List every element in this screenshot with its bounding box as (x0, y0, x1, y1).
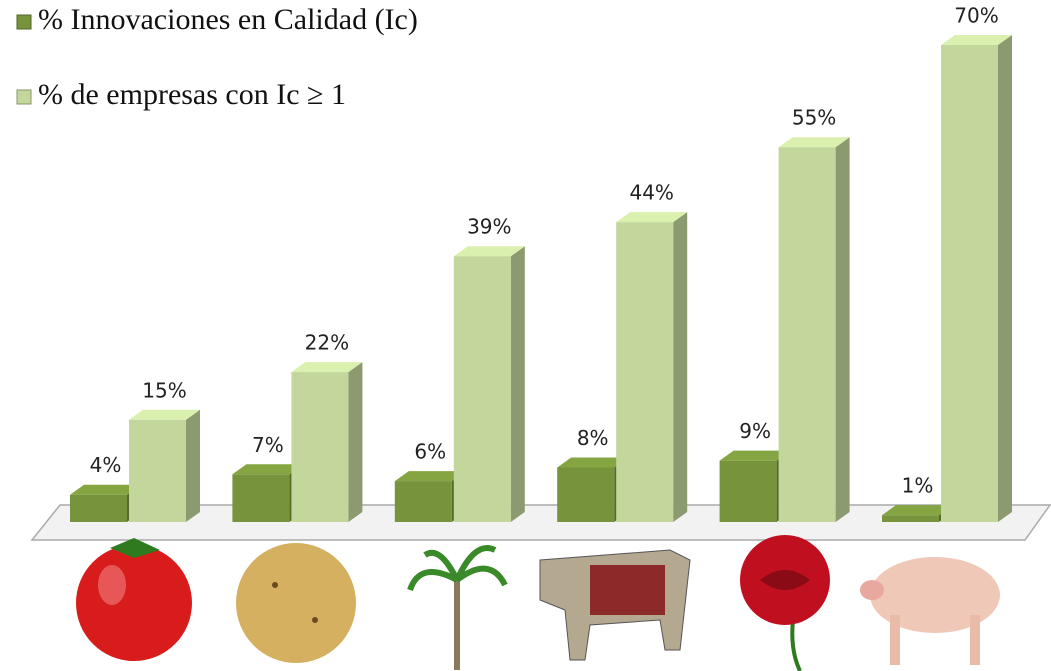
value-label: 4% (90, 453, 122, 477)
bar-side (348, 362, 363, 522)
potato-eye (272, 582, 278, 588)
bar (453, 256, 511, 522)
rose-petal (760, 570, 810, 590)
bar-top (70, 484, 141, 495)
bar (778, 147, 836, 522)
pig (870, 557, 1000, 633)
value-label: 1% (902, 474, 934, 498)
rose-stem (790, 619, 802, 671)
bar (882, 515, 939, 522)
bar (616, 222, 674, 522)
bar-side (186, 409, 200, 522)
value-label: 22% (305, 331, 349, 355)
value-label: 9% (739, 419, 771, 443)
bar-top (557, 457, 629, 468)
bar-side (835, 137, 850, 522)
bar-side (510, 246, 525, 522)
palm-leaves (407, 545, 508, 592)
potato (236, 543, 356, 663)
bar (719, 460, 777, 522)
tomato (76, 545, 192, 661)
bar-side (998, 35, 1012, 522)
value-label: 6% (414, 440, 446, 464)
tomato-shine (98, 565, 126, 605)
legend-swatch (16, 14, 32, 30)
pig-leg (970, 615, 980, 665)
value-label: 55% (792, 106, 836, 130)
bar (70, 494, 127, 522)
bar (394, 481, 452, 522)
bar-top (453, 246, 525, 257)
bar (129, 419, 186, 522)
bar-top (778, 137, 850, 148)
legend-label: % Innovaciones en Calidad (Ic) (38, 3, 418, 36)
value-label: 39% (467, 215, 511, 239)
cow-cuts (590, 565, 665, 615)
bar (557, 467, 615, 522)
value-label: 70% (954, 4, 998, 28)
bar-top (882, 505, 953, 516)
bar (232, 474, 290, 522)
value-label: 15% (142, 378, 186, 402)
bar-top (719, 450, 791, 461)
bar-top (291, 362, 363, 373)
legend-label: % de empresas con Ic ≥ 1 (38, 78, 346, 111)
bar-top (129, 409, 200, 420)
bar-top (616, 212, 688, 223)
pig-leg (890, 615, 900, 665)
bar-top (232, 464, 304, 475)
value-label: 44% (629, 181, 673, 205)
bar-top (941, 35, 1012, 45)
bar (941, 45, 998, 522)
bar (291, 372, 349, 522)
value-label: 8% (577, 426, 609, 450)
potato-eye (312, 617, 318, 623)
bar-top (394, 471, 466, 482)
bar-side (673, 212, 688, 522)
palm-trunk (454, 580, 460, 670)
value-label: 7% (252, 433, 284, 457)
pig-snout (860, 580, 884, 600)
tomato-leaf (110, 538, 160, 558)
category-images (76, 535, 1000, 671)
legend-swatch (16, 89, 32, 105)
